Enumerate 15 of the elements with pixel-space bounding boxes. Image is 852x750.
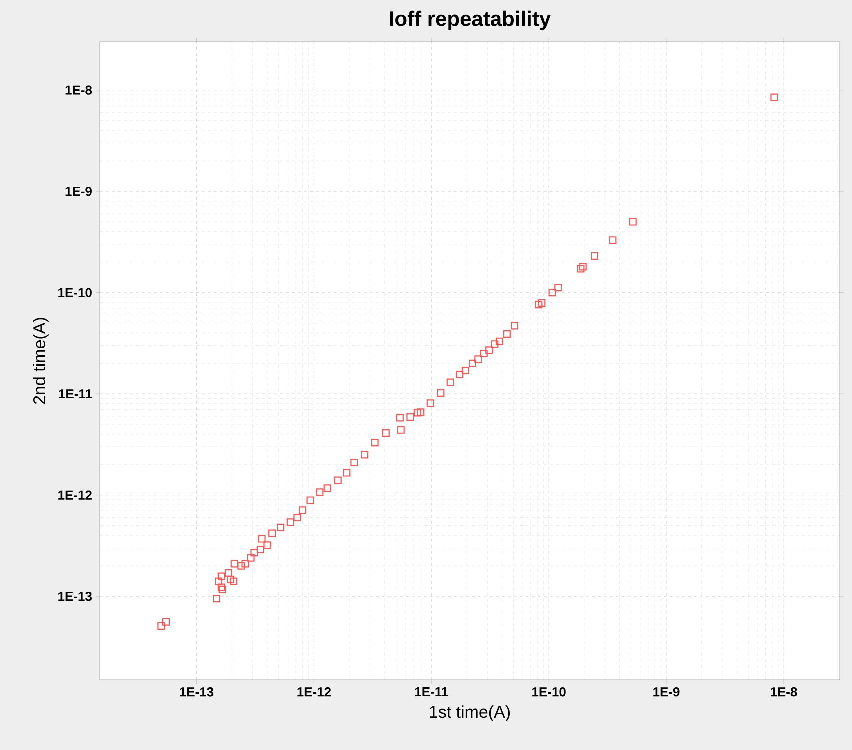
x-tick-label: 1E-13 <box>180 688 214 697</box>
x-tick-label: 1E-9 <box>654 688 680 697</box>
y-tick-label: 1E-8 <box>66 86 92 95</box>
x-tick-label: 1E-8 <box>771 688 798 697</box>
y-tick-label: 1E-12 <box>58 490 92 500</box>
y-tick-label: 1E-11 <box>59 390 92 399</box>
x-tick-label: 1E-12 <box>298 688 332 697</box>
x-tick-label: 1E-10 <box>532 688 566 697</box>
x-axis-title: 1st time(A) <box>430 706 510 722</box>
x-tick-label: 1E-11 <box>415 688 448 696</box>
y-tick-label: 1E-13 <box>58 592 92 602</box>
chart-title: Ioff repeatability <box>390 10 551 30</box>
y-tick-label: 1E-9 <box>66 186 92 196</box>
y-tick-label: 1E-10 <box>58 288 92 298</box>
y-axis-title: 2nd time(A) <box>33 318 49 404</box>
